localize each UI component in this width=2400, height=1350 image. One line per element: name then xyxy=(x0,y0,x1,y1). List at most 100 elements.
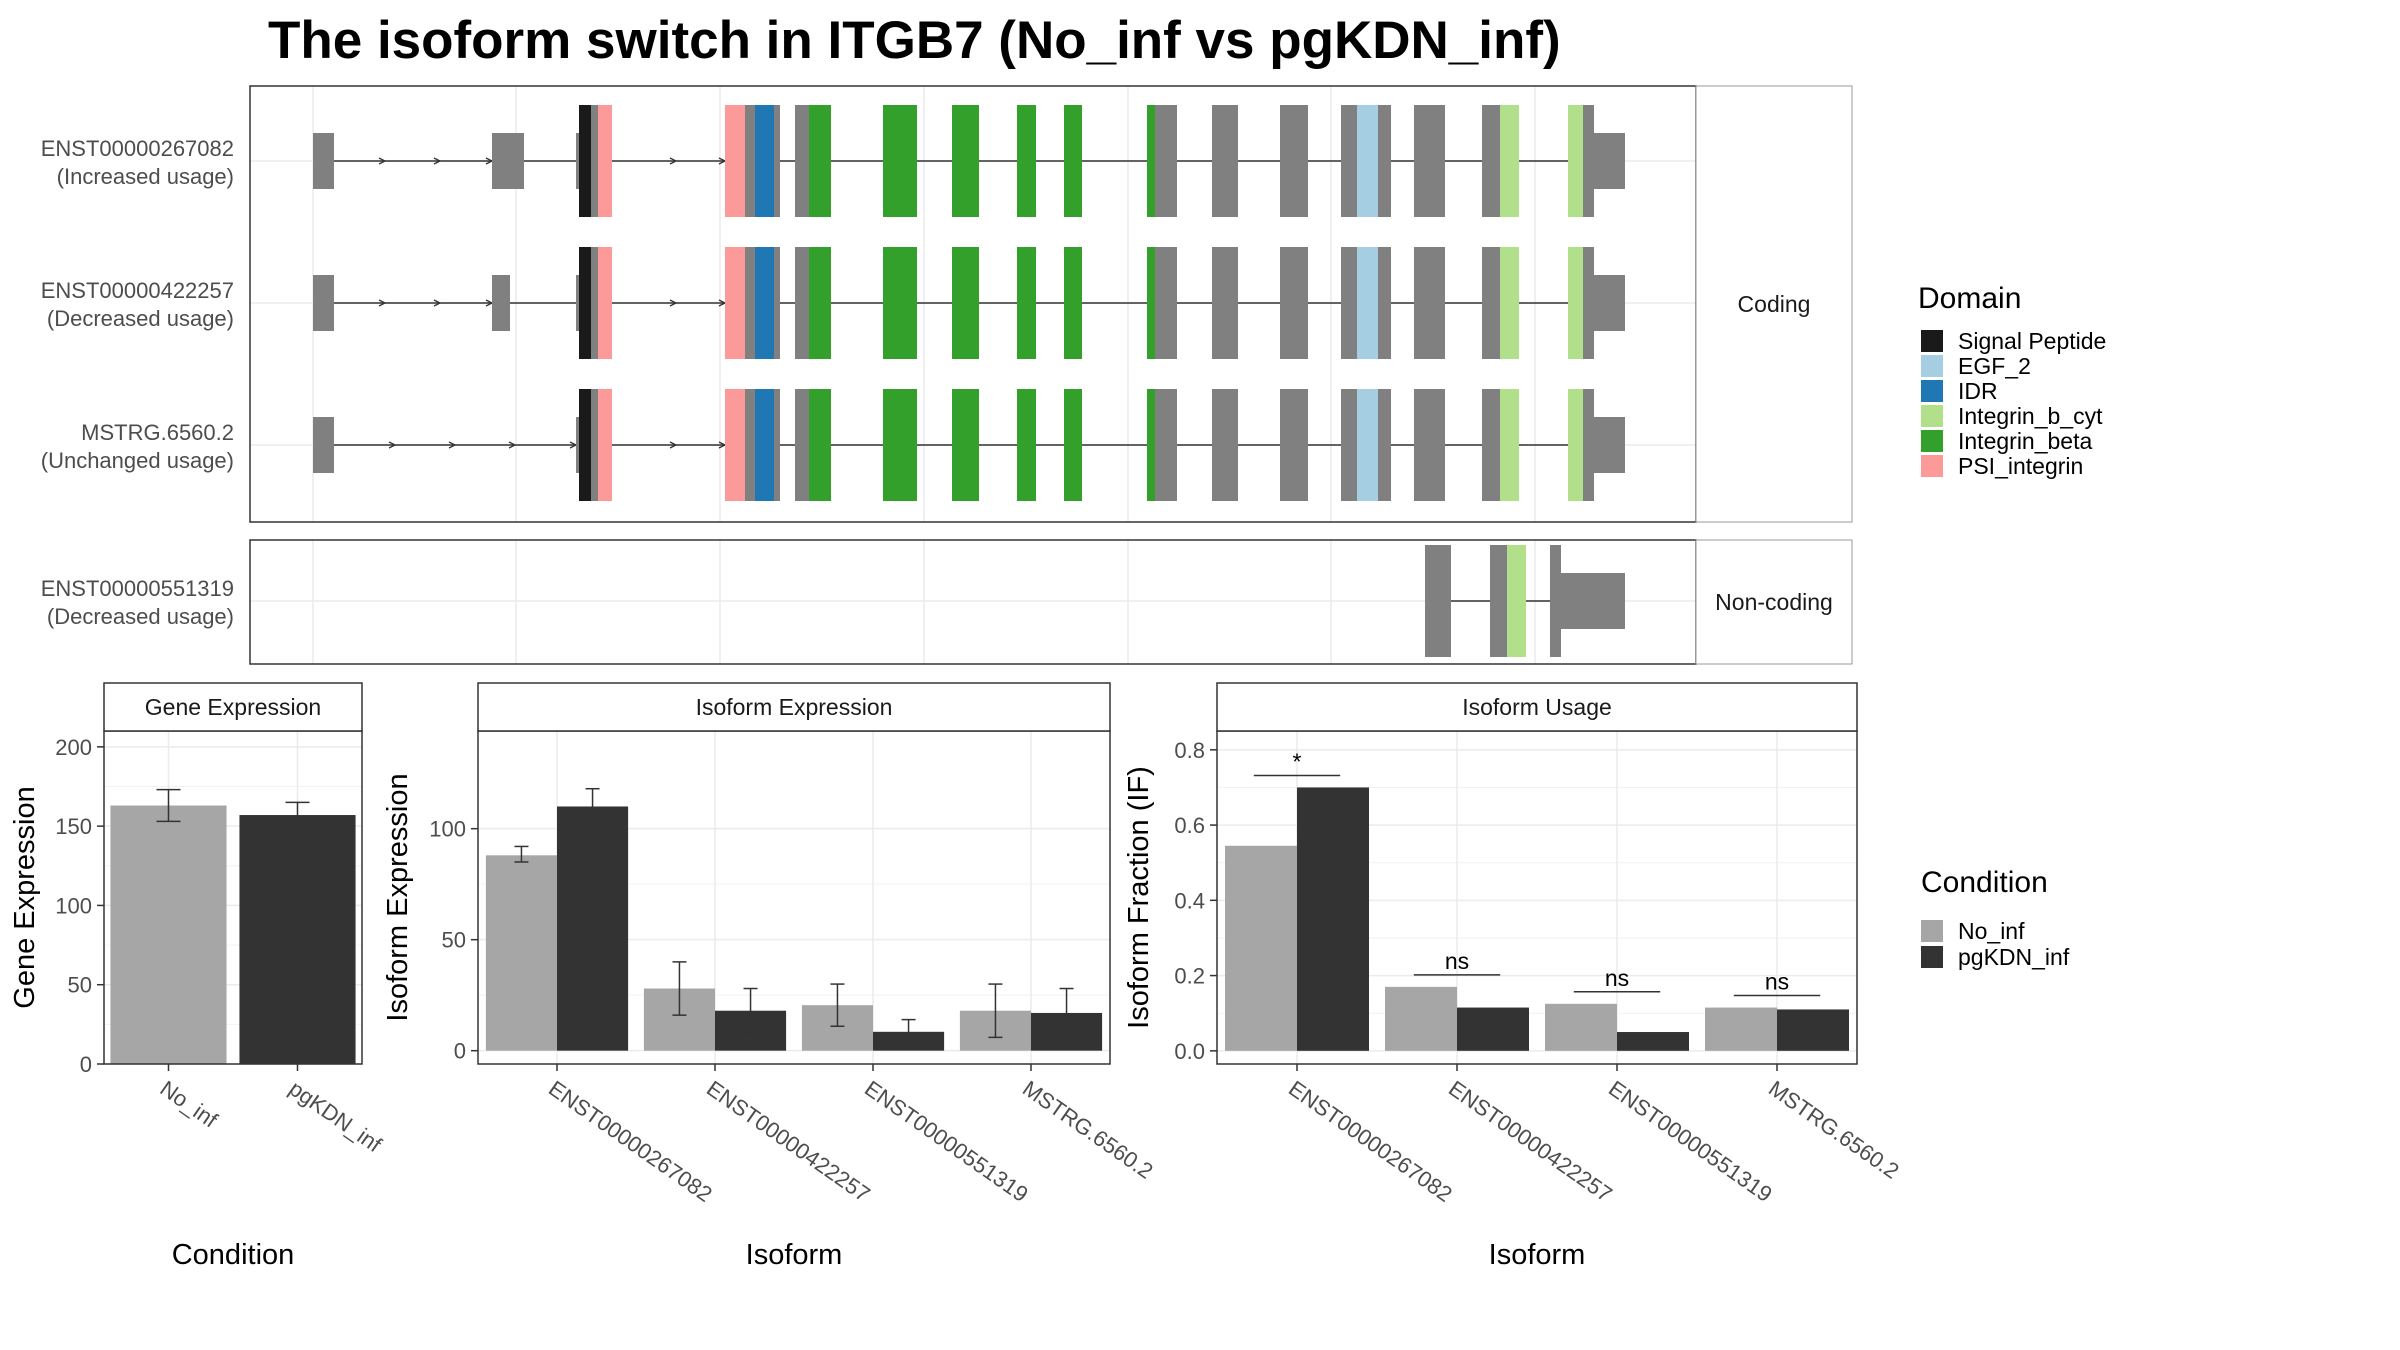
isoform-labels: ENST00000267082 (Increased usage) ENST00… xyxy=(41,136,234,629)
cds-exon xyxy=(795,105,809,217)
cds-exon xyxy=(795,389,809,501)
x-tick-label: ENST00000551319 xyxy=(860,1076,1033,1207)
cds-exon xyxy=(1482,105,1500,217)
strand-arrow xyxy=(433,299,442,307)
domain-segment xyxy=(1500,247,1519,359)
coding-transcript-tracks xyxy=(313,105,1625,501)
domain-segment xyxy=(598,247,612,359)
domain-segment xyxy=(725,105,745,217)
cds-exon xyxy=(1414,247,1445,359)
domain-segment xyxy=(1064,105,1082,217)
cds-exon xyxy=(745,389,755,501)
domain-segment xyxy=(883,389,917,501)
bar xyxy=(1545,1003,1617,1051)
panel-title: Gene Expression xyxy=(145,694,321,720)
bar xyxy=(485,855,557,1051)
noncoding-transcript-tracks xyxy=(1425,545,1625,657)
y-tick-label: 200 xyxy=(55,735,92,760)
figure-title: The isoform switch in ITGB7 (No_inf vs p… xyxy=(268,11,1561,70)
cds-exon xyxy=(1212,247,1238,359)
isoform-label-1: ENST00000267082 xyxy=(41,136,234,161)
domain-segment xyxy=(725,389,745,501)
cds-exon xyxy=(774,389,780,501)
domain-legend: Domain Signal PeptideEGF_2IDRIntegrin_b_… xyxy=(1918,282,2106,479)
panel-title: Isoform Expression xyxy=(696,694,893,720)
utr-exon xyxy=(1594,275,1625,331)
x-axis-title: Isoform xyxy=(1489,1239,1586,1271)
cds-exon xyxy=(591,105,598,217)
utr-exon xyxy=(1594,133,1625,189)
bar xyxy=(239,815,356,1064)
domain-segment xyxy=(809,247,831,359)
domain-segment xyxy=(1568,389,1583,501)
y-axis-title: Gene Expression xyxy=(9,786,41,1008)
domain-key-swatch xyxy=(1921,330,1943,352)
domain-key-label: Integrin_beta xyxy=(1958,428,2092,454)
y-tick-label: 0.8 xyxy=(1174,738,1205,763)
cds-exon xyxy=(591,247,598,359)
cds-exon xyxy=(1583,247,1594,359)
cds-exon xyxy=(1583,389,1594,501)
isoform-usage-4: (Decreased usage) xyxy=(47,604,234,629)
cds-exon xyxy=(1378,247,1391,359)
domain-segment xyxy=(725,247,745,359)
domain-legend-title: Domain xyxy=(1918,282,2021,315)
utr-exon xyxy=(576,417,579,473)
cds-exon xyxy=(591,389,598,501)
noncoding-exon xyxy=(1550,545,1561,657)
domain-segment xyxy=(809,389,831,501)
domain-segment xyxy=(755,105,774,217)
bar xyxy=(1617,1032,1689,1051)
domain-segment xyxy=(1500,105,1519,217)
x-tick-label: ENST00000422257 xyxy=(1444,1076,1617,1207)
domain-key-swatch xyxy=(1921,405,1943,427)
y-tick-label: 0.0 xyxy=(1174,1039,1205,1064)
noncoding-facet-strip xyxy=(1695,539,1853,665)
cds-exon xyxy=(1280,247,1308,359)
condition-key-label: No_inf xyxy=(1958,918,2025,944)
bar xyxy=(1225,845,1297,1051)
domain-key-label: Signal Peptide xyxy=(1958,328,2106,354)
utr-exon xyxy=(313,275,334,331)
strand-arrow xyxy=(378,299,387,307)
domain-segment xyxy=(1357,247,1378,359)
utr-exon xyxy=(313,417,334,473)
cds-exon xyxy=(1482,389,1500,501)
cds-exon xyxy=(1155,389,1177,501)
domain-key-swatch xyxy=(1921,455,1943,477)
domain-segment xyxy=(1147,389,1155,501)
utr-exon xyxy=(492,133,524,189)
domain-segment xyxy=(1064,247,1082,359)
cds-exon xyxy=(1414,389,1445,501)
domain-segment xyxy=(579,105,591,217)
domain-segment xyxy=(1500,389,1519,501)
strand-arrow xyxy=(508,441,517,449)
domain-segment xyxy=(579,389,591,501)
bar xyxy=(1705,1007,1777,1051)
cds-exon xyxy=(1280,389,1308,501)
domain-key-label: Integrin_b_cyt xyxy=(1958,403,2103,429)
y-tick-label: 50 xyxy=(442,928,466,953)
domain-segment xyxy=(1064,389,1082,501)
y-tick-label: 150 xyxy=(55,814,92,839)
utr-exon xyxy=(313,133,334,189)
x-tick-label: MSTRG.6560.2 xyxy=(1764,1076,1904,1184)
condition-legend-title: Condition xyxy=(1921,866,2048,899)
y-tick-label: 100 xyxy=(429,817,466,842)
cds-exon xyxy=(795,247,809,359)
cds-exon xyxy=(1341,105,1357,217)
significance-label: ns xyxy=(1445,948,1469,974)
isoform-usage-2: (Decreased usage) xyxy=(47,306,234,331)
coding-facet-strip xyxy=(1695,85,1853,523)
strand-arrow xyxy=(669,299,678,307)
cds-exon xyxy=(1482,247,1500,359)
cds-exon xyxy=(774,247,780,359)
domain-segment xyxy=(883,105,917,217)
panel-strip xyxy=(1216,682,1858,732)
y-tick-label: 0.2 xyxy=(1174,964,1205,989)
strand-arrow xyxy=(669,157,678,165)
domain-segment xyxy=(1507,545,1526,657)
